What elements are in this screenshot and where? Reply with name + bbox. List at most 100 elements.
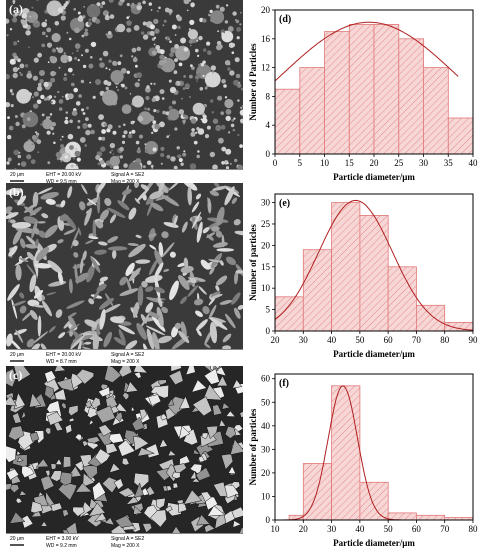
particle-sphere — [145, 95, 150, 101]
particle-flake — [90, 256, 101, 273]
particle-sphere — [207, 50, 212, 55]
particle-sphere — [227, 26, 234, 32]
panel-label-b: (b) — [9, 185, 24, 199]
particle-sphere — [109, 164, 114, 169]
particle-flake — [128, 243, 146, 258]
particle-flake — [119, 276, 128, 286]
x-tick-label: 30 — [419, 158, 429, 168]
particle-angular — [92, 481, 106, 501]
particle-sphere — [239, 109, 243, 116]
particle-angular — [206, 425, 219, 440]
particle-flake — [92, 219, 97, 239]
particle-angular — [74, 482, 93, 493]
particle-sphere — [234, 57, 240, 63]
particle-sphere — [210, 10, 225, 24]
particle-sphere — [42, 31, 46, 36]
particle-sphere — [27, 117, 31, 121]
particle-angular — [44, 469, 51, 478]
particle-sphere — [37, 85, 43, 92]
particle-sphere — [181, 97, 183, 100]
particle-angular — [20, 410, 26, 420]
particle-angular — [57, 481, 78, 501]
x-tick-label: 20 — [299, 524, 309, 534]
particle-sphere — [51, 33, 61, 43]
particle-flake — [191, 211, 202, 229]
y-tick-label: 30 — [261, 444, 271, 454]
particle-sphere — [117, 61, 122, 66]
y-tick-label: 40 — [261, 421, 271, 431]
particle-sphere — [170, 156, 176, 162]
particle-sphere — [216, 40, 222, 46]
histogram-bar — [398, 38, 425, 155]
particle-flake — [26, 251, 35, 261]
x-tick-label: 60 — [384, 335, 394, 345]
particle-sphere — [51, 48, 57, 53]
particle-sphere — [173, 165, 178, 170]
x-tick-label: 10 — [320, 158, 330, 168]
particle-flake — [212, 242, 228, 248]
particle-flake — [85, 239, 94, 245]
sem-image-a: (a) 20 μm EHT = 20.00 kV WD = 9.5 mm Sig… — [6, 0, 243, 186]
particle-angular — [225, 410, 236, 417]
particle-flake — [79, 258, 84, 274]
particle-flake — [99, 276, 109, 282]
particle-sphere — [170, 47, 177, 54]
particle-angular — [6, 368, 17, 388]
particle-angular — [158, 438, 168, 448]
particle-sphere — [215, 125, 221, 132]
particle-sphere — [74, 27, 80, 34]
particle-sphere — [224, 60, 231, 66]
particle-flake — [38, 230, 46, 238]
particle-flake — [208, 296, 217, 306]
y-tick-label: 12 — [261, 63, 270, 73]
particle-angular — [113, 478, 124, 490]
particle-flake — [58, 332, 66, 339]
particle-sphere — [69, 119, 73, 124]
histogram-bar — [348, 23, 375, 155]
particle-sphere — [43, 81, 49, 87]
particle-sphere — [53, 141, 56, 145]
particle-sphere — [82, 64, 87, 69]
particle-angular — [160, 413, 168, 421]
particle-sphere — [208, 13, 211, 17]
particle-flake — [33, 290, 44, 299]
particle-flake — [6, 188, 23, 196]
particle-flake — [68, 278, 73, 294]
particle-angular — [195, 467, 211, 482]
particle-flake — [103, 331, 113, 348]
histogram-bar — [359, 214, 389, 332]
particle-sphere — [47, 61, 50, 64]
particle-sphere — [210, 65, 216, 71]
particle-flake — [212, 186, 227, 191]
info-mag-a: Mag = 200 X — [111, 179, 140, 185]
particle-sphere — [237, 99, 240, 102]
particle-flake — [19, 238, 26, 249]
y-tick-label: 30 — [261, 198, 271, 208]
particle-sphere — [142, 21, 147, 26]
particle-sphere — [13, 149, 20, 156]
particle-sphere — [7, 157, 12, 162]
particle-sphere — [85, 117, 89, 121]
particle-sphere — [158, 6, 161, 10]
particle-sphere — [240, 118, 243, 123]
particle-sphere — [195, 131, 198, 134]
particle-sphere — [33, 91, 39, 97]
particle-flake — [215, 285, 220, 292]
scale-label-a: 20 μm — [10, 172, 24, 178]
particle-sphere — [188, 95, 192, 99]
particle-sphere — [12, 66, 19, 73]
particle-sphere — [225, 108, 232, 115]
particle-flake — [215, 230, 223, 238]
particle-sphere — [46, 130, 51, 135]
particle-sphere — [229, 70, 235, 76]
particle-sphere — [19, 63, 25, 69]
particle-sphere — [74, 150, 81, 157]
particle-flake — [96, 323, 100, 336]
particle-sphere — [24, 64, 29, 68]
x-tick-label: 70 — [412, 335, 422, 345]
particle-sphere — [146, 160, 152, 166]
particle-angular — [9, 511, 26, 524]
particle-flake — [163, 221, 179, 228]
particle-sphere — [202, 74, 205, 77]
particle-sphere — [20, 73, 23, 77]
